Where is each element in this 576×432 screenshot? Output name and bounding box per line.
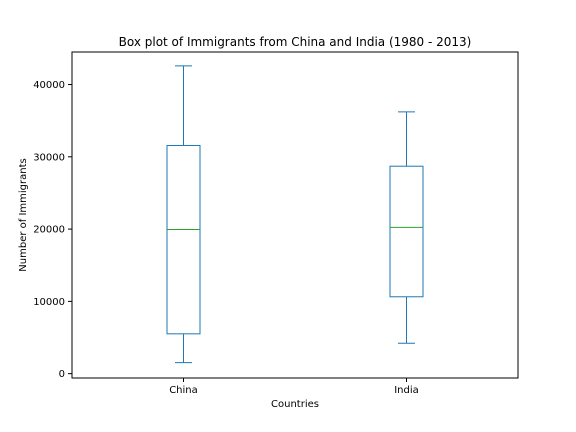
x-axis: China India	[169, 378, 419, 396]
boxes-group	[166, 65, 424, 364]
box-body	[166, 144, 201, 335]
y-axis: 0 10000 20000 30000 40000	[33, 80, 72, 380]
x-tick-label: China	[169, 385, 198, 396]
y-tick-label: 40000	[33, 80, 65, 91]
y-tick-label: 10000	[33, 297, 65, 308]
x-axis-label: Countries	[271, 399, 319, 410]
x-tick-label: India	[394, 385, 419, 396]
box-body	[389, 165, 424, 298]
y-tick-label: 0	[59, 369, 65, 380]
y-tick-label: 30000	[33, 152, 65, 163]
box-china	[166, 65, 201, 364]
chart-title: Box plot of Immigrants from China and In…	[119, 35, 472, 49]
plot-area-frame	[71, 51, 519, 379]
y-axis-label: Number of Immigrants	[18, 158, 29, 271]
y-tick-label: 20000	[33, 225, 65, 236]
box-india	[389, 111, 424, 344]
